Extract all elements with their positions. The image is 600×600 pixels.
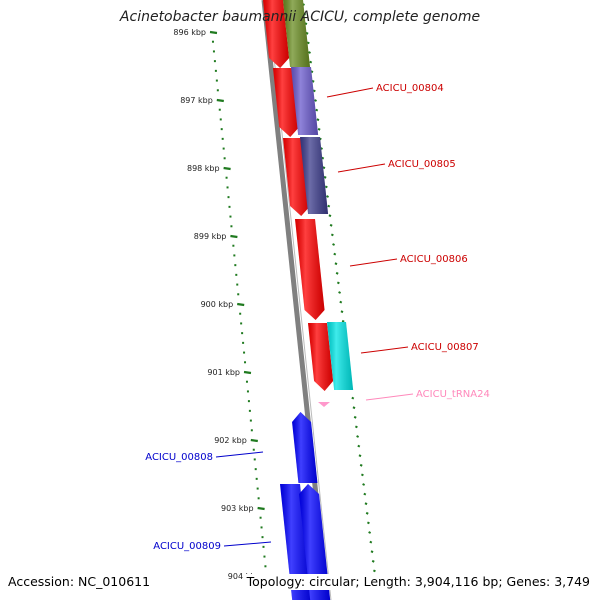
label-leader-line <box>223 541 272 547</box>
gene-dark-purple-shading <box>300 137 329 214</box>
outer-tick <box>328 214 332 218</box>
features <box>263 0 354 600</box>
gene-label: ACICU_00808 <box>145 452 213 463</box>
label-leader-line <box>215 451 264 458</box>
outer-tick <box>336 281 340 285</box>
outer-tick <box>332 243 336 246</box>
outer-tick <box>334 262 338 266</box>
outer-tick <box>333 252 337 256</box>
outer-tick <box>365 511 369 515</box>
outer-tick <box>351 396 355 400</box>
tick-label: 903 kbp <box>221 504 254 513</box>
outer-tick <box>362 483 366 486</box>
outer-tick <box>322 166 326 170</box>
outer-tick <box>338 291 342 294</box>
outer-tick <box>370 550 374 554</box>
outer-tick <box>330 233 334 237</box>
outer-tick <box>312 89 316 93</box>
gene-label: ACICU_tRNA24 <box>416 389 490 400</box>
summary-text: Topology: circular; Length: 3,904,116 bp… <box>242 574 590 590</box>
tick-label: 898 kbp <box>187 164 220 173</box>
outer-tick <box>340 310 344 314</box>
gene-red-4-shading <box>295 219 325 320</box>
gene-label: ACICU_00805 <box>388 159 456 170</box>
outer-tick <box>308 51 311 54</box>
gene-blue-1-shading <box>292 412 318 483</box>
gene-label: ACICU_00807 <box>411 342 479 353</box>
tick-label: 896 kbp <box>173 28 206 37</box>
outer-tick <box>358 454 362 458</box>
outer-tick <box>352 406 356 410</box>
gene-label: ACICU_00804 <box>376 83 444 94</box>
tick-label: 899 kbp <box>194 232 227 241</box>
major-tick <box>257 506 265 511</box>
outer-tick <box>359 463 363 467</box>
tick-label: 897 kbp <box>180 96 213 105</box>
gene-red-1-shading <box>263 0 290 68</box>
tick-label: 900 kbp <box>201 300 234 309</box>
outer-tick <box>306 41 310 45</box>
outer-tick <box>323 175 327 179</box>
outer-tick <box>327 204 331 208</box>
major-tick <box>250 438 258 443</box>
outer-tick <box>314 99 317 102</box>
outer-tick <box>326 195 329 198</box>
outer-tick <box>309 60 313 64</box>
feature-labels: ACICU_00804 ACICU_00805 ACICU_00806 ACICU_0… <box>145 83 490 552</box>
outer-tick <box>356 435 360 438</box>
map-title: Acinetobacter baumannii ACICU, complete … <box>119 9 481 25</box>
outer-tick <box>363 492 367 496</box>
outer-tick <box>315 108 319 112</box>
tick-label: 901 kbp <box>207 368 240 377</box>
outer-tick <box>353 415 357 419</box>
gene-blue-3-shading <box>299 484 331 600</box>
gene-purple-shading <box>291 67 319 135</box>
outer-tick <box>366 521 370 525</box>
major-tick <box>237 302 245 307</box>
trna-marker <box>318 402 330 407</box>
outer-tick <box>372 569 376 573</box>
label-leader-line <box>337 163 386 173</box>
gene-red-5-shading <box>308 323 334 391</box>
outer-tick <box>329 223 333 227</box>
label-leader-line <box>360 346 409 354</box>
outer-tick <box>317 127 321 131</box>
outer-tick <box>368 531 372 534</box>
label-leader-line <box>365 393 414 401</box>
outer-tick <box>341 319 345 323</box>
gene-red-2-shading <box>273 68 300 137</box>
outer-tick <box>316 118 320 122</box>
label-leader-line <box>349 258 398 267</box>
outer-tick <box>324 185 328 189</box>
outer-tick <box>371 559 375 563</box>
accession-text: Accession: NC_010611 <box>8 574 155 590</box>
gene-label: ACICU_00809 <box>153 541 221 552</box>
outer-tick <box>354 425 358 429</box>
major-tick <box>209 30 218 35</box>
outer-tick <box>360 473 364 477</box>
outer-tick <box>335 271 339 275</box>
outer-tick <box>364 502 368 506</box>
gene-label: ACICU_00806 <box>400 254 468 265</box>
gene-olive-shading <box>283 0 311 67</box>
major-tick <box>216 98 224 103</box>
tick-label: 902 kbp <box>214 436 247 445</box>
label-leader-line <box>326 87 374 98</box>
outer-tick <box>357 444 361 448</box>
outer-tick <box>339 300 343 304</box>
outer-tick <box>369 540 373 544</box>
major-tick <box>243 370 252 375</box>
gene-cyan-shading <box>327 322 354 390</box>
major-tick <box>230 234 238 239</box>
gene-blue-2-shading <box>280 484 313 600</box>
major-tick <box>223 166 231 171</box>
